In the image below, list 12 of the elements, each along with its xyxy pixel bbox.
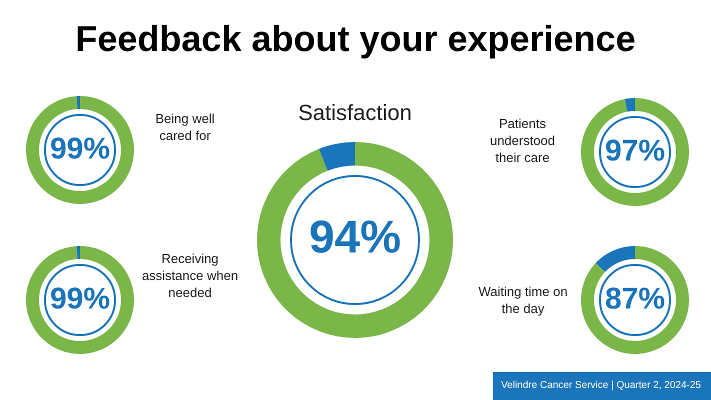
data-label: 94% <box>308 210 402 263</box>
text: Patients understood their care <box>488 115 556 166</box>
data-label: 97% <box>604 134 666 168</box>
text: Velindre Cancer Service | Quarter 2, 2024-25 <box>493 372 711 400</box>
text: Receiving assistance when needed <box>140 250 240 301</box>
data-label: 99% <box>50 132 110 166</box>
text: Waiting time on the day <box>478 283 568 317</box>
chart-title: Satisfaction <box>297 100 413 126</box>
data-label: 87% <box>604 282 666 316</box>
data-label: 99% <box>50 282 110 316</box>
text: Being well cared for <box>154 110 216 144</box>
text: Feedback about your experience <box>74 18 637 60</box>
